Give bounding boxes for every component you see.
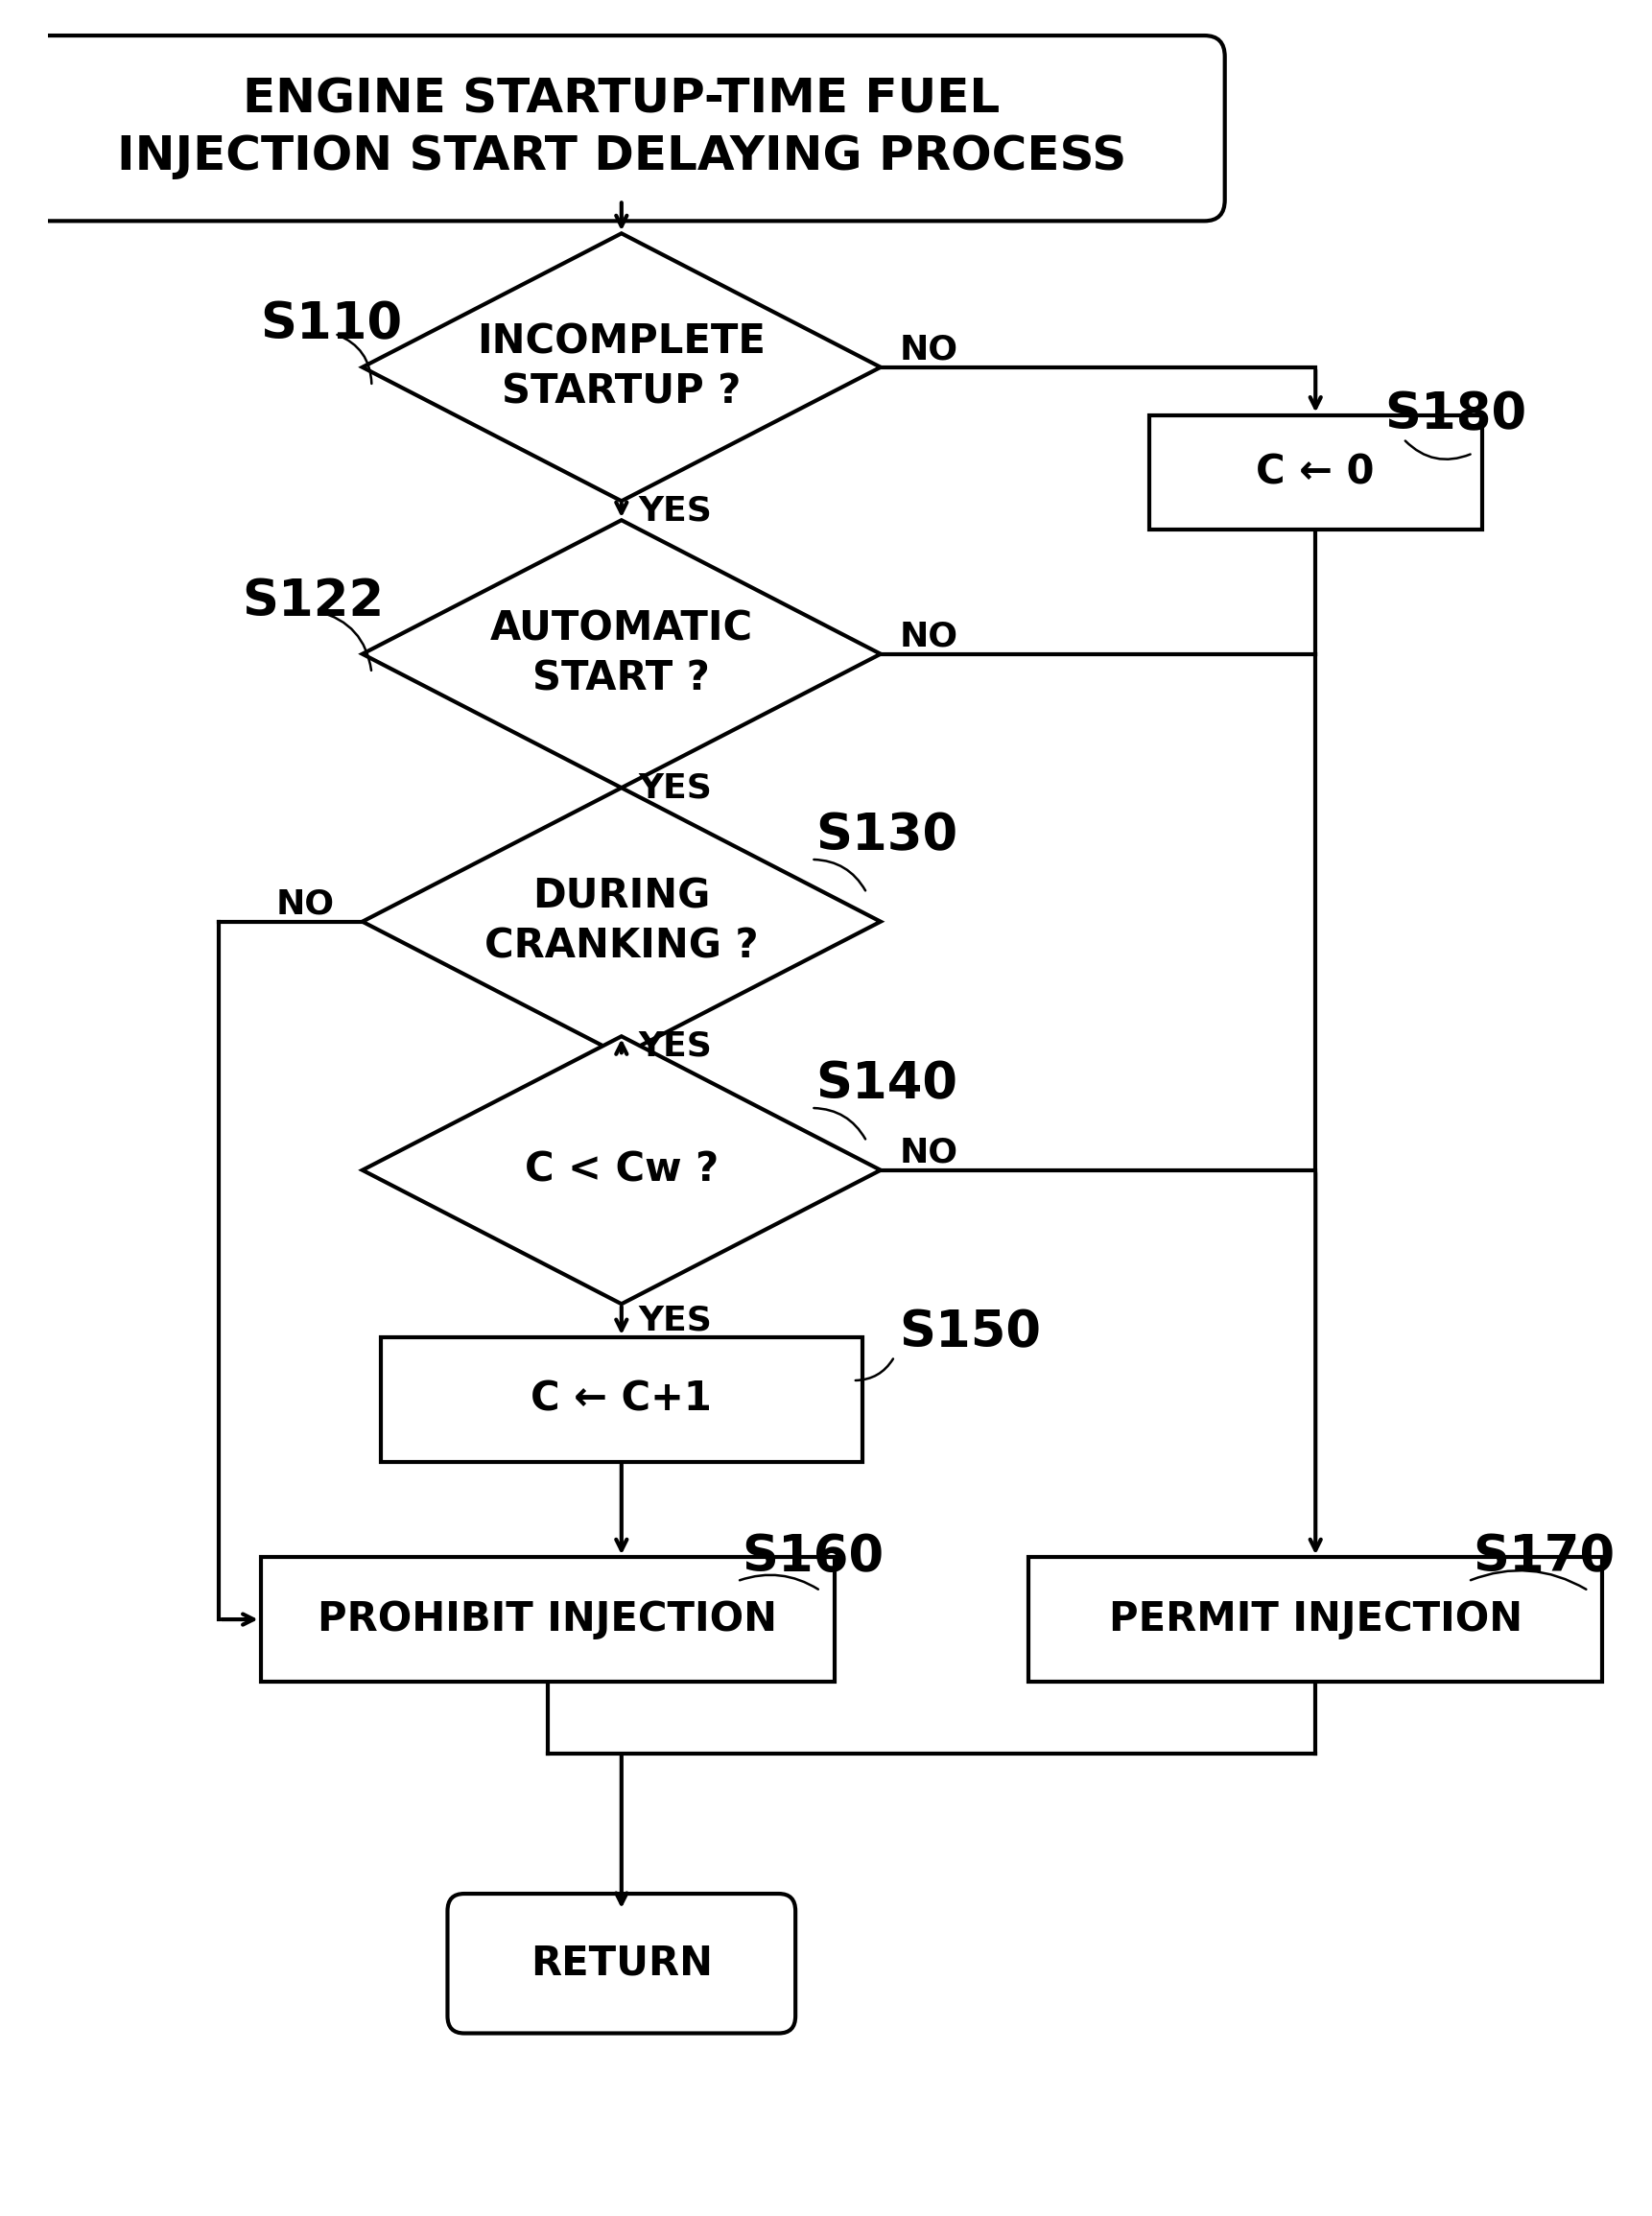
Text: AUTOMATIC
START ?: AUTOMATIC START ? <box>491 609 753 698</box>
Polygon shape <box>362 789 881 1055</box>
Text: NO: NO <box>899 335 958 366</box>
Text: C ← 0: C ← 0 <box>1256 452 1374 492</box>
FancyBboxPatch shape <box>18 35 1224 222</box>
Text: NO: NO <box>899 1137 958 1170</box>
Bar <box>382 1338 862 1463</box>
Text: S160: S160 <box>742 1531 884 1582</box>
Text: C ← C+1: C ← C+1 <box>530 1378 712 1420</box>
Text: YES: YES <box>638 1305 712 1336</box>
Bar <box>261 1558 834 1682</box>
Text: DURING
CRANKING ?: DURING CRANKING ? <box>484 878 758 966</box>
Bar <box>1029 1558 1602 1682</box>
Text: ENGINE STARTUP-TIME FUEL
INJECTION START DELAYING PROCESS: ENGINE STARTUP-TIME FUEL INJECTION START… <box>117 78 1127 179</box>
Text: PROHIBIT INJECTION: PROHIBIT INJECTION <box>317 1600 776 1640</box>
Bar <box>1148 414 1482 530</box>
Text: S130: S130 <box>816 811 958 860</box>
Polygon shape <box>362 1037 881 1303</box>
FancyBboxPatch shape <box>448 1895 796 2034</box>
Text: YES: YES <box>638 494 712 527</box>
Text: PERMIT INJECTION: PERMIT INJECTION <box>1108 1600 1521 1640</box>
Text: S150: S150 <box>899 1307 1041 1358</box>
Text: NO: NO <box>899 620 958 654</box>
Text: YES: YES <box>638 771 712 804</box>
Polygon shape <box>362 521 881 789</box>
Text: S110: S110 <box>261 299 403 350</box>
Text: S180: S180 <box>1384 390 1526 441</box>
Text: INCOMPLETE
STARTUP ?: INCOMPLETE STARTUP ? <box>477 321 767 412</box>
Text: NO: NO <box>276 889 335 920</box>
Text: S122: S122 <box>243 576 385 627</box>
Text: S140: S140 <box>816 1059 958 1108</box>
Text: C < Cw ?: C < Cw ? <box>524 1150 719 1190</box>
Text: S170: S170 <box>1474 1531 1616 1582</box>
Polygon shape <box>362 233 881 501</box>
Text: YES: YES <box>638 1030 712 1061</box>
Text: RETURN: RETURN <box>530 1943 712 1983</box>
